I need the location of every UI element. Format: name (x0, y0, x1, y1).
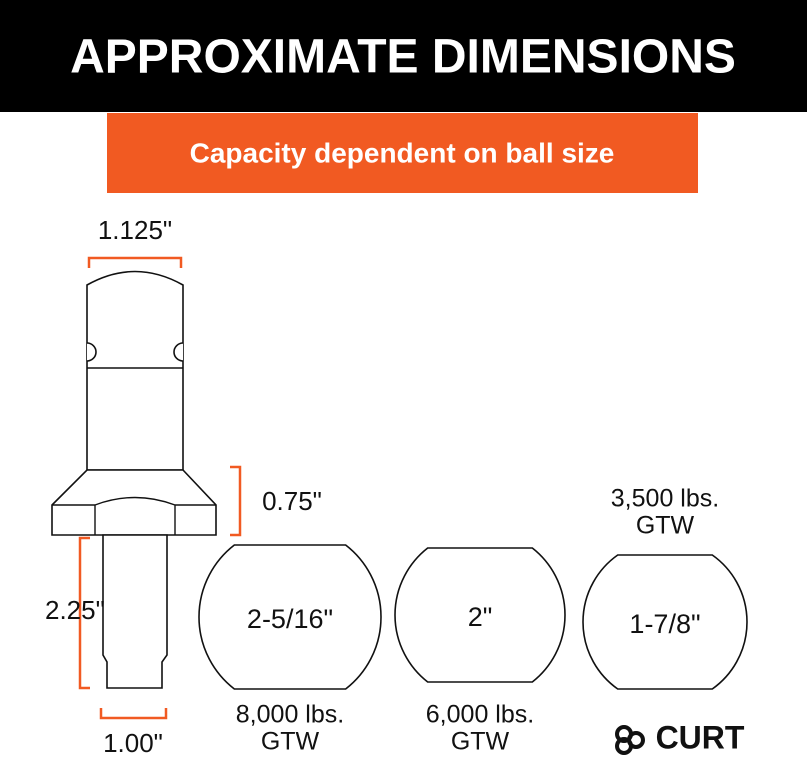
dim-bracket (230, 465, 242, 537)
dim-label: 2.25" (45, 595, 105, 625)
header-bar (0, 0, 807, 112)
ball-capacity: 6,000 lbs. (426, 701, 534, 729)
banner-text: Capacity dependent on ball size (190, 137, 615, 168)
ball-capacity: 3,500 lbs. (611, 485, 719, 513)
ball-mount-shank (51, 270, 217, 689)
dim-label: 0.75" (262, 486, 322, 516)
dim-label: 1.00" (103, 728, 163, 758)
ball (198, 544, 382, 690)
ball (582, 554, 748, 690)
header-title: APPROXIMATE DIMENSIONS (70, 31, 736, 84)
dim-bracket (87, 256, 183, 268)
banner (107, 113, 698, 193)
dim-label: 1.125" (98, 215, 172, 245)
ball-capacity: 8,000 lbs. (236, 701, 344, 729)
ball-capacity-unit: GTW (636, 512, 695, 540)
ball-capacity-unit: GTW (451, 728, 510, 756)
ball-size: 2-5/16" (247, 604, 333, 634)
ball-size: 2" (468, 602, 493, 632)
ball-size: 1-7/8" (629, 609, 700, 639)
logo: CURT (615, 719, 745, 755)
dim-bracket (99, 708, 168, 720)
dim-bracket (78, 536, 90, 690)
ball-capacity-unit: GTW (261, 728, 320, 756)
logo-text: CURT (656, 719, 745, 755)
ball (394, 547, 566, 683)
